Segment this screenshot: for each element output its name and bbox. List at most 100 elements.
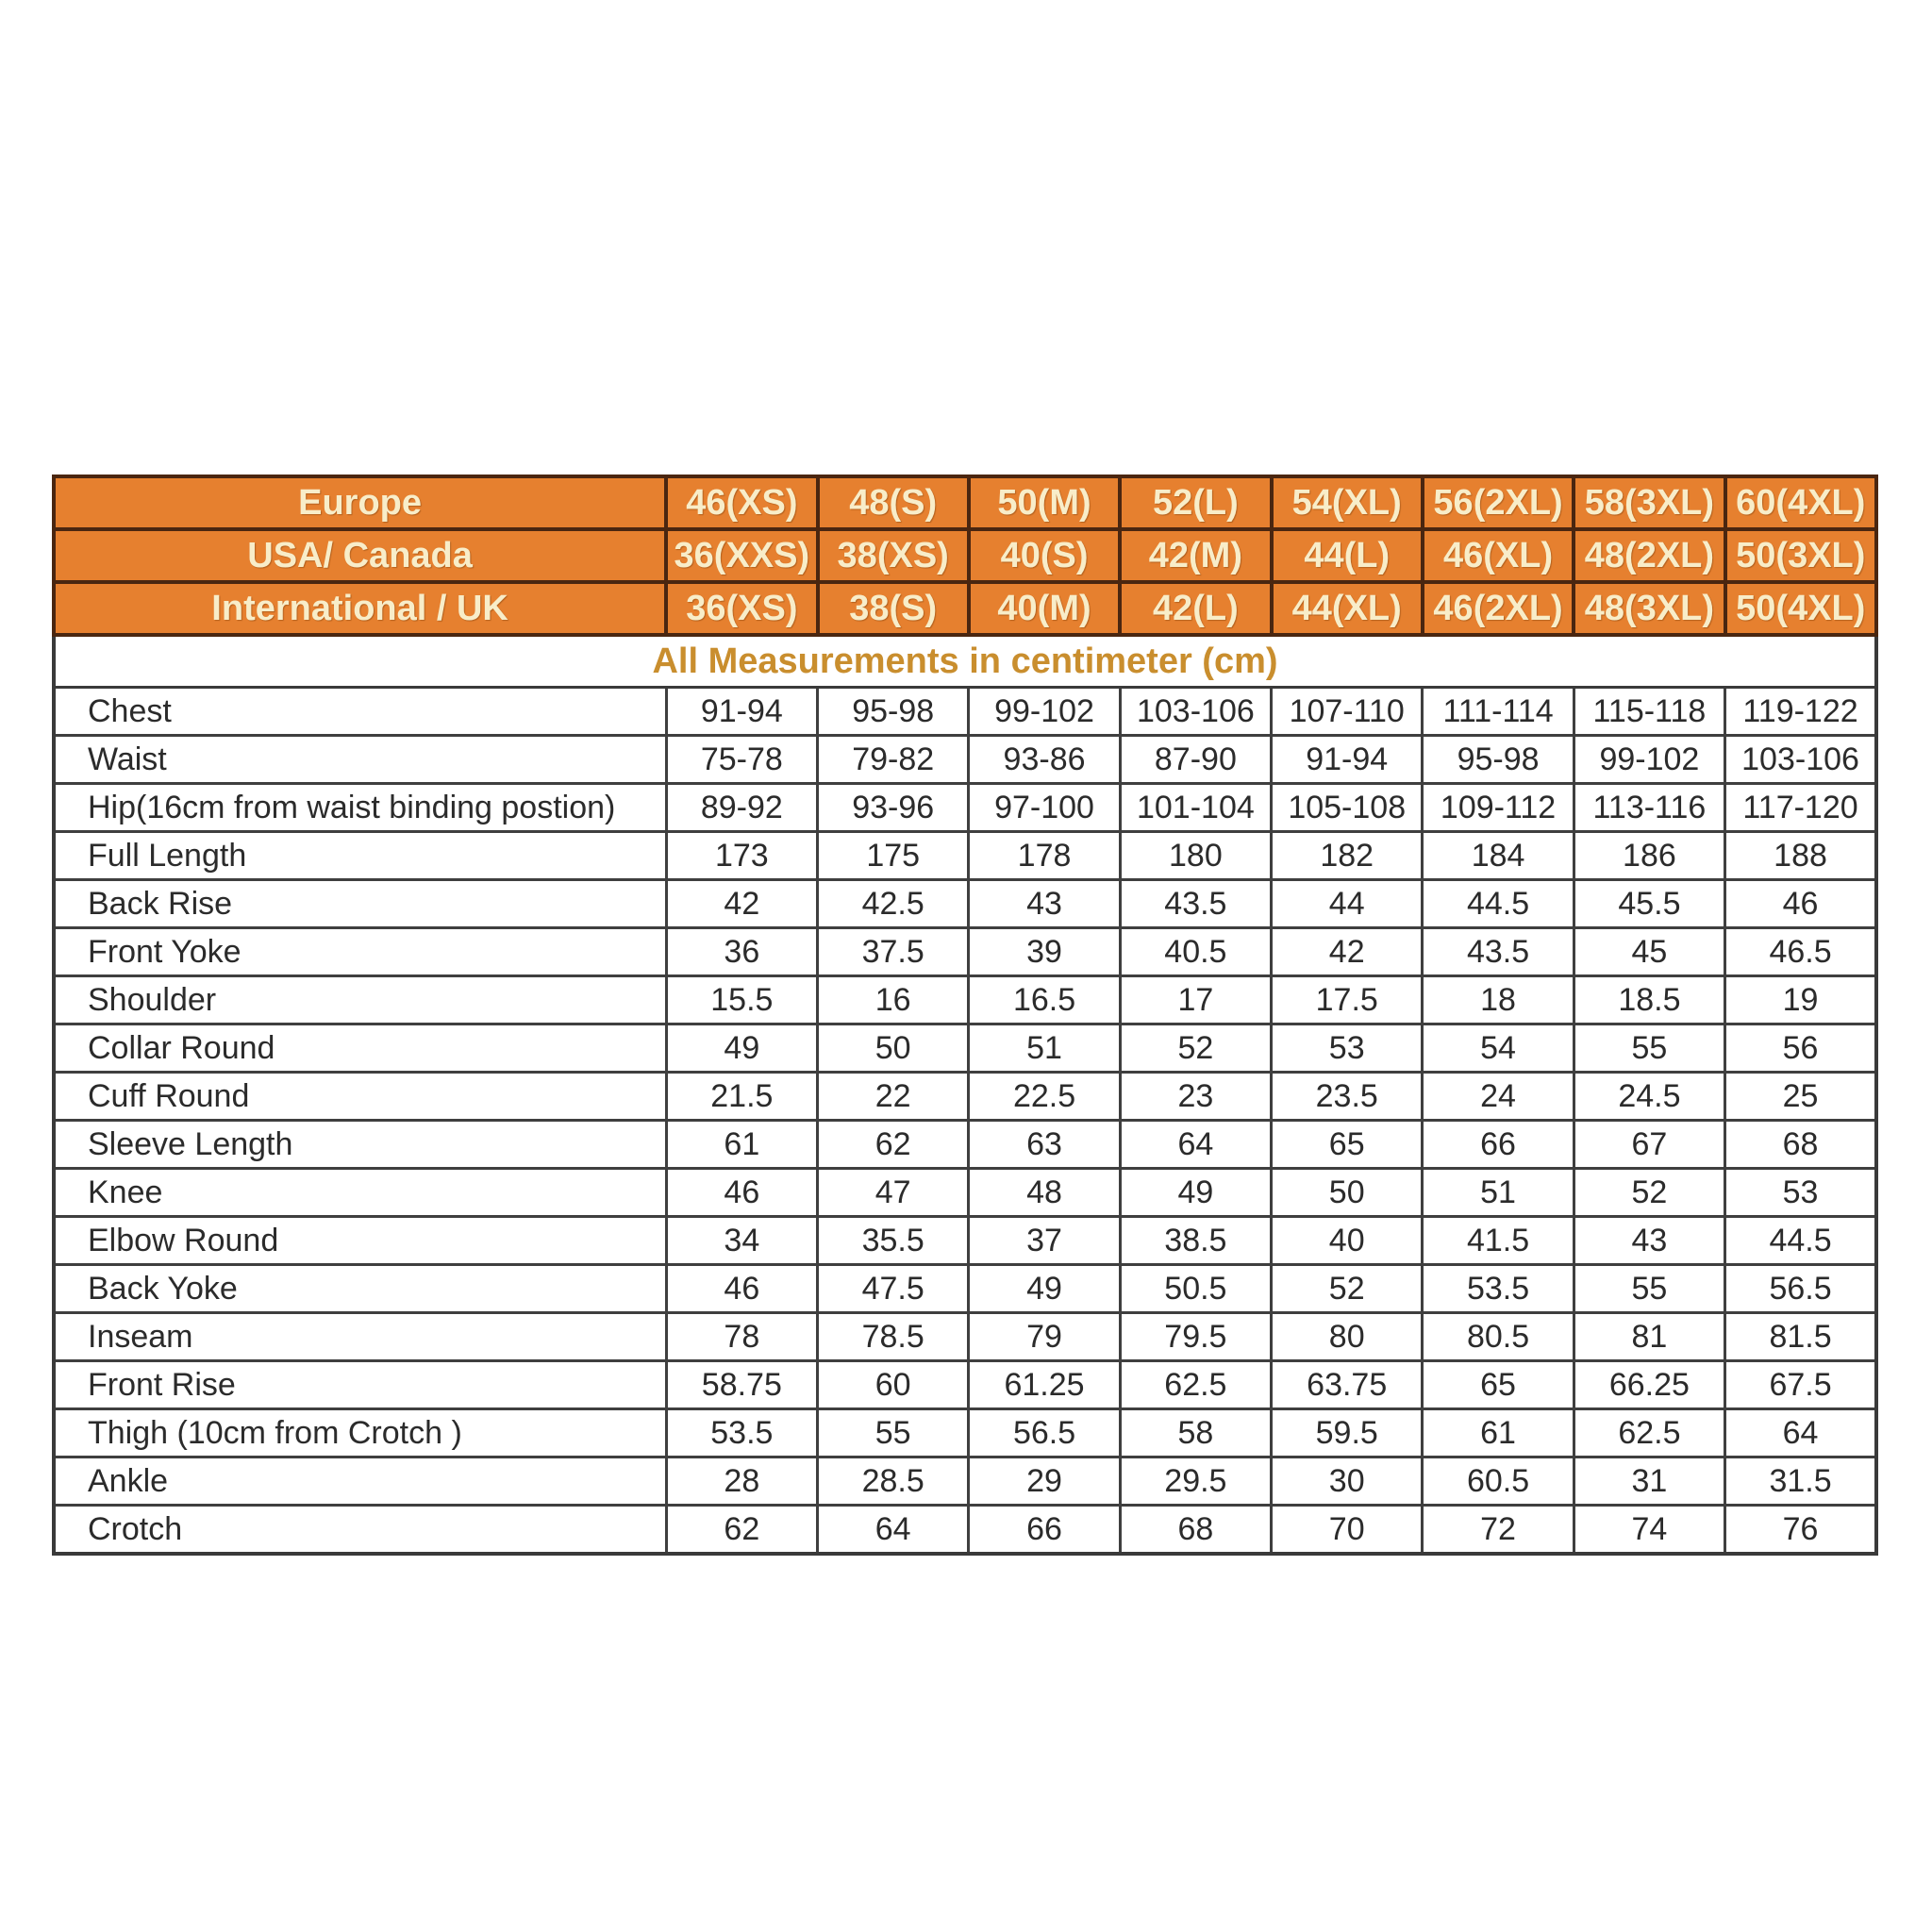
size-cell: 36(XS) (664, 580, 820, 637)
measurement-value: 42.5 (816, 878, 971, 929)
region-label: International / UK (51, 580, 669, 637)
measurement-label: Inseam (52, 1311, 668, 1362)
measurement-value: 40.5 (1118, 926, 1274, 977)
measurement-value: 28.5 (816, 1456, 971, 1507)
subtitle-row: All Measurements in centimeter (cm) (52, 633, 1878, 689)
measurement-value: 60 (816, 1359, 971, 1410)
measurement-value: 45.5 (1572, 878, 1727, 929)
size-cell: 50(M) (966, 475, 1123, 531)
size-cell: 50(3XL) (1723, 527, 1879, 584)
measurement-value: 188 (1724, 830, 1878, 881)
measurement-value: 89-92 (664, 782, 820, 833)
measurement-value: 103-106 (1118, 686, 1274, 737)
measurement-value: 29.5 (1118, 1456, 1274, 1507)
measurement-value: 39 (967, 926, 1122, 977)
measurement-value: 78.5 (816, 1311, 971, 1362)
measurement-value: 53 (1270, 1023, 1424, 1074)
measurement-value: 62 (816, 1119, 971, 1170)
measurement-value: 64 (1118, 1119, 1274, 1170)
measurement-label: Waist (52, 734, 668, 785)
measurement-value: 58 (1118, 1407, 1274, 1458)
measurement-value: 49 (1118, 1167, 1274, 1218)
measurement-value: 99-102 (967, 686, 1122, 737)
measurement-value: 46 (664, 1263, 820, 1314)
size-cell: 44(L) (1269, 527, 1424, 584)
measurement-value: 46.5 (1724, 926, 1878, 977)
measurement-value: 55 (1572, 1263, 1727, 1314)
measurement-value: 80 (1270, 1311, 1424, 1362)
measurement-value: 107-110 (1270, 686, 1424, 737)
measurement-value: 31 (1572, 1456, 1727, 1507)
measurement-value: 42 (1270, 926, 1424, 977)
measurement-value: 79 (967, 1311, 1122, 1362)
measurement-value: 50 (1270, 1167, 1424, 1218)
size-cell: 52(L) (1118, 475, 1274, 531)
measurement-value: 95-98 (816, 686, 971, 737)
size-cell: 56(2XL) (1420, 475, 1576, 531)
size-cell: 36(XXS) (664, 527, 820, 584)
measurement-value: 41.5 (1421, 1215, 1575, 1266)
measurement-value: 22.5 (967, 1071, 1122, 1122)
measurement-label: Elbow Round (52, 1215, 668, 1266)
size-cell: 44(XL) (1269, 580, 1424, 637)
measurement-value: 49 (664, 1023, 820, 1074)
measurement-value: 35.5 (816, 1215, 971, 1266)
measurement-value: 55 (1572, 1023, 1727, 1074)
measurement-value: 62 (664, 1504, 820, 1556)
measurement-value: 29 (967, 1456, 1122, 1507)
measurement-label: Ankle (52, 1456, 668, 1507)
measurement-value: 81 (1572, 1311, 1727, 1362)
measurement-value: 43 (1572, 1215, 1727, 1266)
measurement-value: 46 (1724, 878, 1878, 929)
size-chart-header: Europe 46(XS) 48(S) 50(M) 52(L) 54(XL) 56(2XL)… (51, 475, 1879, 637)
size-cell: 42(M) (1118, 527, 1274, 584)
measurement-value: 34 (664, 1215, 820, 1266)
measurement-value: 66 (1421, 1119, 1575, 1170)
measurement-value: 75-78 (664, 734, 820, 785)
measurement-value: 17.5 (1270, 974, 1424, 1025)
measurement-value: 52 (1270, 1263, 1424, 1314)
measurement-value: 48 (967, 1167, 1122, 1218)
table-row-front-rise: Front Rise 58.75 60 61.25 62.5 63.75 65 66.25 67… (52, 1359, 1878, 1410)
region-label: USA/ Canada (51, 527, 669, 584)
measurement-value: 184 (1421, 830, 1575, 881)
table-row-sleeve-length: Sleeve Length 61 62 63 64 65 66 67 68 (52, 1119, 1878, 1170)
measurement-value: 66.25 (1572, 1359, 1727, 1410)
measurement-value: 97-100 (967, 782, 1122, 833)
measurement-value: 18.5 (1572, 974, 1727, 1025)
measurement-value: 93-86 (967, 734, 1122, 785)
size-cell: 54(XL) (1269, 475, 1424, 531)
table-row-full-length: Full Length 173 175 178 180 182 184 186 188 (52, 830, 1878, 881)
measurement-value: 30 (1270, 1456, 1424, 1507)
measurement-value: 36 (664, 926, 820, 977)
measurement-value: 105-108 (1270, 782, 1424, 833)
size-cell: 50(4XL) (1723, 580, 1879, 637)
header-row-europe: Europe 46(XS) 48(S) 50(M) 52(L) 54(XL) 56(2XL)… (51, 475, 1879, 531)
measurement-value: 52 (1572, 1167, 1727, 1218)
measurement-value: 59.5 (1270, 1407, 1424, 1458)
measurement-value: 49 (967, 1263, 1122, 1314)
table-row-inseam: Inseam 78 78.5 79 79.5 80 80.5 81 81.5 (52, 1311, 1878, 1362)
size-chart-body: All Measurements in centimeter (cm) Chest… (52, 633, 1878, 1556)
measurement-value: 68 (1724, 1119, 1878, 1170)
table-row-back-yoke: Back Yoke 46 47.5 49 50.5 52 53.5 55 56.5 (52, 1263, 1878, 1314)
measurement-label: Front Rise (52, 1359, 668, 1410)
measurement-label: Chest (52, 686, 668, 737)
measurement-value: 74 (1572, 1504, 1727, 1556)
table-row-waist: Waist 75-78 79-82 93-86 87-90 91-94 95-98 99-10… (52, 734, 1878, 785)
table-row-crotch: Crotch 62 64 66 68 70 72 74 76 (52, 1504, 1878, 1556)
measurement-value: 53 (1724, 1167, 1878, 1218)
measurement-value: 44 (1270, 878, 1424, 929)
measurement-value: 67 (1572, 1119, 1727, 1170)
measurement-value: 53.5 (1421, 1263, 1575, 1314)
measurement-value: 111-114 (1421, 686, 1575, 737)
size-cell: 46(XS) (664, 475, 820, 531)
table-row-knee: Knee 46 47 48 49 50 51 52 53 (52, 1167, 1878, 1218)
size-cell: 42(L) (1118, 580, 1274, 637)
size-cell: 40(S) (966, 527, 1123, 584)
measurement-value: 66 (967, 1504, 1122, 1556)
measurement-value: 67.5 (1724, 1359, 1878, 1410)
size-cell: 38(XS) (815, 527, 971, 584)
measurement-value: 52 (1118, 1023, 1274, 1074)
